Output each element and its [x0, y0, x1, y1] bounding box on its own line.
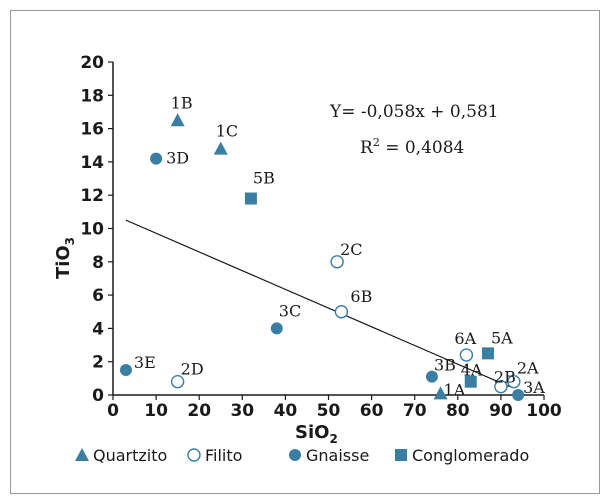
x-tick-label: 0 — [107, 401, 119, 421]
point-label-6B: 6B — [350, 287, 372, 306]
point-label-1C: 1C — [216, 122, 238, 141]
legend-label-conglomerado: Conglomerado — [412, 446, 529, 465]
x-tick-label: 80 — [446, 401, 470, 421]
legend-marker-filito — [187, 448, 201, 462]
point-5B — [244, 192, 257, 205]
point-label-3E: 3E — [134, 353, 156, 372]
point-label-3B: 3B — [434, 356, 456, 375]
y-axis-title-main: TiO — [53, 245, 74, 279]
legend-label-filito: Filito — [205, 446, 242, 465]
point-3C — [270, 322, 283, 335]
regression-equation: Y= -0,058x + 0,581 — [329, 102, 499, 122]
point-label-4A: 4A — [461, 361, 483, 380]
point-label-2C: 2C — [340, 240, 362, 259]
legend-marker-gnaisse — [289, 449, 301, 461]
r-squared-prefix: R — [360, 138, 374, 158]
point-2A — [507, 374, 521, 389]
x-tick-label: 50 — [317, 401, 341, 421]
y-tick-label: 12 — [80, 186, 104, 206]
point-6B — [334, 305, 349, 319]
x-axis-title-subscript: 2 — [329, 432, 337, 446]
figure-frame — [10, 10, 600, 494]
y-tick-label: 6 — [92, 286, 104, 306]
y-tick-label: 10 — [80, 220, 104, 240]
point-label-5A: 5A — [491, 328, 513, 347]
y-tick-label: 4 — [92, 319, 104, 339]
r-squared-superscript: 2 — [373, 136, 380, 149]
r-squared: R2 = 0,4084 — [360, 136, 464, 158]
point-label-2D: 2D — [181, 360, 204, 379]
point-label-3A: 3A — [523, 378, 545, 397]
point-label-2A: 2A — [517, 359, 539, 378]
y-tick-label: 18 — [80, 86, 104, 106]
point-label-3D: 3D — [166, 149, 189, 168]
x-axis-title-main: SiO — [295, 422, 329, 443]
y-tick-label: 14 — [80, 153, 104, 173]
y-tick-label: 16 — [80, 120, 104, 140]
legend-label-gnaisse: Gnaisse — [306, 446, 369, 465]
point-label-5B: 5B — [253, 169, 275, 188]
point-3E — [119, 364, 132, 377]
y-axis-title-subscript: 3 — [63, 237, 77, 245]
point-3B — [425, 370, 438, 383]
x-tick-label: 60 — [360, 401, 384, 421]
legend-marker-quartzito — [75, 448, 89, 461]
point-2C — [330, 255, 344, 269]
point-1C — [213, 141, 228, 155]
point-3D — [150, 152, 163, 165]
point-2D — [170, 374, 185, 389]
point-label-1B: 1B — [171, 93, 193, 112]
point-4A — [464, 375, 477, 388]
legend-marker-conglomerado — [395, 449, 407, 461]
points-group — [119, 113, 525, 401]
y-axis-title: TiO3 — [53, 237, 77, 279]
y-tick-label: 2 — [92, 353, 104, 373]
x-axis-title: SiO2 — [295, 422, 338, 446]
x-tick-label: 100 — [526, 401, 562, 421]
x-tick-label: 70 — [403, 401, 427, 421]
x-tick-label: 40 — [274, 401, 298, 421]
trendline — [125, 219, 510, 388]
y-tick-label: 20 — [80, 53, 104, 73]
r-squared-value: = 0,4084 — [380, 138, 465, 158]
point-3A — [512, 389, 525, 401]
trendline-group — [125, 219, 510, 388]
x-tick-label: 20 — [187, 401, 211, 421]
x-tick-label: 30 — [230, 401, 254, 421]
y-tick-label: 8 — [92, 253, 104, 273]
point-label-1A: 1A — [444, 380, 466, 399]
point-label-6A: 6A — [454, 329, 476, 348]
point-5A — [481, 347, 494, 360]
point-label-2B: 2B — [494, 368, 516, 387]
point-label-3C: 3C — [279, 301, 301, 320]
point-2B — [494, 379, 508, 394]
point-1B — [170, 113, 185, 127]
legend-label-quartzito: Quartzito — [93, 446, 167, 465]
point-6A — [459, 348, 474, 362]
point-1A — [433, 386, 448, 400]
x-tick-label: 10 — [144, 401, 168, 421]
legend: Quartzito Filito Gnaisse Conglomerado — [75, 446, 529, 465]
y-tick-label: 0 — [92, 386, 104, 406]
x-tick-label: 90 — [489, 401, 513, 421]
axes: 0 10 20 30 40 50 60 70 80 90 100 0 2 4 6 8 10 12 14 16 18 20 — [80, 53, 562, 421]
